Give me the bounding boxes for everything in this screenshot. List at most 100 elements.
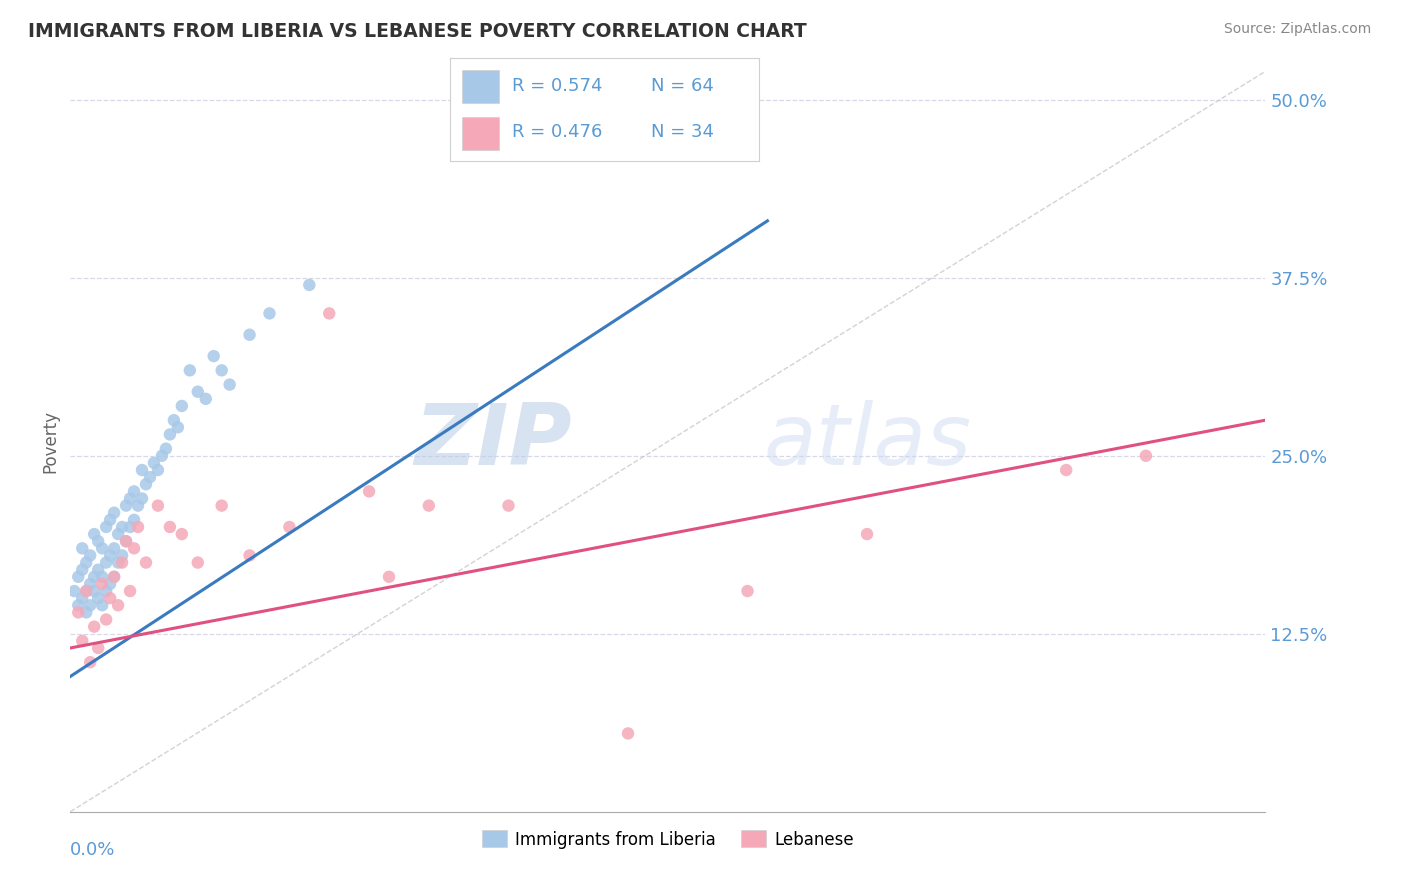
- Point: [96, 584, 117, 599]
- Point: [211, 499, 233, 513]
- Point: [63, 584, 86, 599]
- Point: [111, 549, 134, 563]
- Point: [239, 327, 262, 342]
- Point: [107, 556, 129, 570]
- Point: [127, 520, 149, 534]
- Text: Source: ZipAtlas.com: Source: ZipAtlas.com: [1223, 22, 1371, 37]
- Point: [737, 584, 759, 599]
- Point: [70, 541, 93, 556]
- Point: [83, 619, 105, 633]
- Point: [70, 591, 93, 606]
- Point: [170, 399, 193, 413]
- Point: [98, 591, 121, 606]
- Point: [218, 377, 240, 392]
- Text: 0.0%: 0.0%: [70, 841, 115, 859]
- Point: [91, 541, 114, 556]
- Point: [103, 506, 125, 520]
- Text: R = 0.476: R = 0.476: [512, 123, 602, 141]
- Point: [298, 277, 321, 292]
- Point: [70, 563, 93, 577]
- Point: [1135, 449, 1157, 463]
- FancyBboxPatch shape: [463, 118, 499, 150]
- Point: [115, 534, 138, 549]
- Point: [179, 363, 201, 377]
- Point: [211, 363, 233, 377]
- Point: [146, 463, 169, 477]
- Text: R = 0.574: R = 0.574: [512, 78, 602, 95]
- FancyBboxPatch shape: [463, 70, 499, 103]
- Point: [122, 484, 145, 499]
- Point: [127, 499, 149, 513]
- Point: [87, 591, 110, 606]
- Point: [91, 599, 114, 613]
- Point: [135, 477, 157, 491]
- Point: [75, 606, 97, 620]
- Point: [122, 541, 145, 556]
- Text: N = 64: N = 64: [651, 78, 714, 95]
- Point: [131, 463, 153, 477]
- Point: [115, 534, 138, 549]
- Y-axis label: Poverty: Poverty: [41, 410, 59, 473]
- Point: [163, 413, 186, 427]
- Point: [67, 599, 90, 613]
- Point: [170, 527, 193, 541]
- Point: [187, 556, 209, 570]
- Point: [79, 599, 101, 613]
- Point: [111, 556, 134, 570]
- Point: [856, 527, 879, 541]
- Point: [79, 655, 101, 669]
- Point: [107, 527, 129, 541]
- Point: [87, 563, 110, 577]
- Point: [96, 556, 117, 570]
- Text: ZIP: ZIP: [415, 400, 572, 483]
- Point: [98, 577, 121, 591]
- Point: [122, 513, 145, 527]
- Point: [135, 556, 157, 570]
- Point: [83, 570, 105, 584]
- Point: [318, 306, 340, 320]
- Point: [139, 470, 162, 484]
- Point: [143, 456, 166, 470]
- Point: [120, 584, 141, 599]
- Point: [67, 606, 90, 620]
- Point: [239, 549, 262, 563]
- Point: [75, 556, 97, 570]
- Point: [91, 570, 114, 584]
- Point: [96, 520, 117, 534]
- Point: [120, 520, 141, 534]
- Point: [187, 384, 209, 399]
- Point: [159, 427, 181, 442]
- Point: [91, 577, 114, 591]
- Point: [87, 640, 110, 655]
- Point: [278, 520, 301, 534]
- Point: [378, 570, 401, 584]
- Point: [120, 491, 141, 506]
- Point: [70, 633, 93, 648]
- Point: [79, 577, 101, 591]
- Point: [83, 527, 105, 541]
- Point: [359, 484, 381, 499]
- Point: [111, 520, 134, 534]
- Point: [146, 499, 169, 513]
- Text: IMMIGRANTS FROM LIBERIA VS LEBANESE POVERTY CORRELATION CHART: IMMIGRANTS FROM LIBERIA VS LEBANESE POVE…: [28, 22, 807, 41]
- Point: [418, 499, 440, 513]
- Point: [103, 541, 125, 556]
- Point: [202, 349, 225, 363]
- Point: [617, 726, 640, 740]
- Point: [107, 599, 129, 613]
- Point: [259, 306, 281, 320]
- Point: [1054, 463, 1077, 477]
- Point: [150, 449, 173, 463]
- Point: [98, 513, 121, 527]
- Point: [75, 584, 97, 599]
- Point: [159, 520, 181, 534]
- Point: [194, 392, 217, 406]
- Point: [167, 420, 190, 434]
- Text: atlas: atlas: [763, 400, 972, 483]
- Point: [67, 570, 90, 584]
- Point: [98, 549, 121, 563]
- Point: [87, 534, 110, 549]
- Point: [79, 549, 101, 563]
- Point: [83, 584, 105, 599]
- Text: N = 34: N = 34: [651, 123, 714, 141]
